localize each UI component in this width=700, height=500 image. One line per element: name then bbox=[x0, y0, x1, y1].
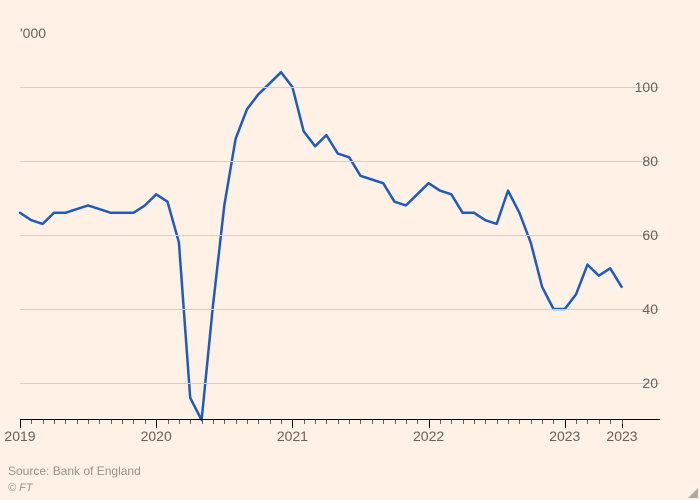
y-axis-unit-label: '000 bbox=[20, 25, 46, 41]
x-minor-tick bbox=[372, 420, 373, 424]
plot-area: 20406080100201920202021202220232023 bbox=[20, 50, 660, 420]
y-tick-label: 80 bbox=[642, 153, 660, 169]
x-minor-tick bbox=[54, 420, 55, 424]
x-minor-tick bbox=[202, 420, 203, 424]
x-minor-tick bbox=[360, 420, 361, 424]
x-major-tick bbox=[156, 420, 157, 428]
x-minor-tick bbox=[236, 420, 237, 424]
x-minor-tick bbox=[497, 420, 498, 424]
x-minor-tick bbox=[122, 420, 123, 424]
x-minor-tick bbox=[168, 420, 169, 424]
x-minor-tick bbox=[406, 420, 407, 424]
x-minor-tick bbox=[111, 420, 112, 424]
x-minor-tick bbox=[622, 420, 623, 424]
x-tick-label: 2023 bbox=[606, 428, 637, 444]
x-minor-tick bbox=[338, 420, 339, 424]
x-minor-tick bbox=[587, 420, 588, 424]
x-minor-tick bbox=[77, 420, 78, 424]
x-minor-tick bbox=[179, 420, 180, 424]
resize-handle-icon bbox=[688, 488, 698, 498]
x-minor-tick bbox=[531, 420, 532, 424]
y-tick-label: 40 bbox=[642, 301, 660, 317]
x-minor-tick bbox=[224, 420, 225, 424]
x-minor-tick bbox=[281, 420, 282, 424]
x-major-tick bbox=[20, 420, 21, 428]
x-minor-tick bbox=[485, 420, 486, 424]
x-minor-tick bbox=[383, 420, 384, 424]
x-minor-tick bbox=[258, 420, 259, 424]
x-major-tick bbox=[292, 420, 293, 428]
gridline bbox=[20, 87, 660, 88]
x-minor-tick bbox=[519, 420, 520, 424]
x-minor-tick bbox=[88, 420, 89, 424]
x-minor-tick bbox=[31, 420, 32, 424]
x-tick-label: 2022 bbox=[413, 428, 444, 444]
x-minor-tick bbox=[43, 420, 44, 424]
x-minor-tick bbox=[65, 420, 66, 424]
x-minor-tick bbox=[145, 420, 146, 424]
x-tick-label: 2021 bbox=[277, 428, 308, 444]
gridline bbox=[20, 235, 660, 236]
x-minor-tick bbox=[190, 420, 191, 424]
x-minor-tick bbox=[213, 420, 214, 424]
x-minor-tick bbox=[315, 420, 316, 424]
y-tick-label: 20 bbox=[642, 375, 660, 391]
gridline bbox=[20, 161, 660, 162]
x-tick-label: 2019 bbox=[4, 428, 35, 444]
gridline bbox=[20, 309, 660, 310]
x-minor-tick bbox=[349, 420, 350, 424]
x-major-tick bbox=[565, 420, 566, 428]
x-minor-tick bbox=[395, 420, 396, 424]
chart-container: '000 20 40 60 80 100 2019 2020 2021 2022 2023 2023… bbox=[0, 0, 700, 500]
x-minor-tick bbox=[133, 420, 134, 424]
gridline bbox=[20, 383, 660, 384]
x-minor-tick bbox=[440, 420, 441, 424]
x-minor-tick bbox=[304, 420, 305, 424]
y-tick-label: 60 bbox=[642, 227, 660, 243]
y-tick-label: 100 bbox=[635, 79, 660, 95]
x-tick-label: 2020 bbox=[141, 428, 172, 444]
x-minor-tick bbox=[576, 420, 577, 424]
source-text: Source: Bank of England bbox=[8, 464, 141, 478]
x-minor-tick bbox=[270, 420, 271, 424]
x-minor-tick bbox=[417, 420, 418, 424]
x-minor-tick bbox=[610, 420, 611, 424]
x-minor-tick bbox=[542, 420, 543, 424]
copyright-text: © FT bbox=[8, 482, 33, 494]
x-minor-tick bbox=[451, 420, 452, 424]
x-minor-tick bbox=[247, 420, 248, 424]
x-minor-tick bbox=[508, 420, 509, 424]
x-minor-tick bbox=[474, 420, 475, 424]
x-tick-label: 2023 bbox=[549, 428, 580, 444]
x-minor-tick bbox=[99, 420, 100, 424]
x-minor-tick bbox=[599, 420, 600, 424]
x-major-tick bbox=[429, 420, 430, 428]
x-minor-tick bbox=[463, 420, 464, 424]
x-minor-tick bbox=[326, 420, 327, 424]
x-minor-tick bbox=[553, 420, 554, 424]
